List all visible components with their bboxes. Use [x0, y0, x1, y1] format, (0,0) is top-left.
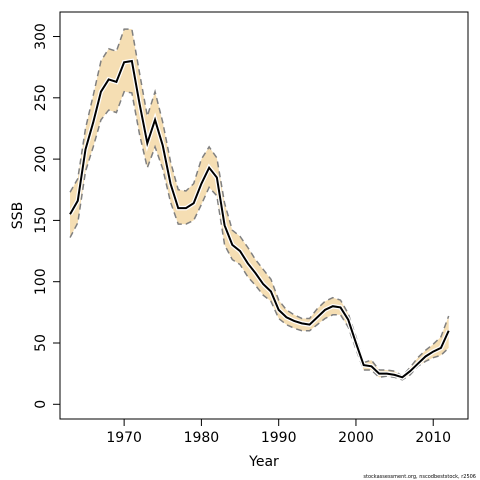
- series-lines: [68, 28, 451, 381]
- y-tick-label: 200: [33, 146, 49, 173]
- x-tick-label: 1980: [184, 430, 220, 446]
- y-tick-label: 250: [33, 84, 49, 111]
- plot-frame: [59, 11, 469, 420]
- x-axis-label: Year: [248, 454, 279, 470]
- y-tick-label: 0: [33, 400, 49, 409]
- x-tick-label: 1970: [106, 430, 142, 446]
- lower-bound-line: [69, 90, 450, 381]
- estimate-line-halo: [68, 58, 451, 380]
- y-tick-label: 100: [33, 268, 49, 295]
- credit-text: stockassessment.org, nscodbeststock, r25…: [363, 474, 476, 480]
- x-tick-label: 2010: [415, 430, 451, 446]
- x-axis: 1970 1980 1990 2000 2010: [106, 419, 451, 446]
- y-axis: 0 50 100 150 200 250 300: [33, 23, 60, 409]
- y-tick-label: 300: [33, 23, 49, 50]
- y-axis-label: SSB: [10, 202, 26, 229]
- x-tick-label: 2000: [338, 430, 374, 446]
- y-tick-label: 150: [33, 207, 49, 234]
- y-tick-label: 50: [33, 334, 49, 352]
- x-tick-label: 1990: [261, 430, 297, 446]
- estimate-line: [69, 59, 450, 379]
- confidence-band: [70, 29, 449, 380]
- upper-bound-line: [69, 28, 450, 378]
- confidence-band-area: [70, 29, 449, 380]
